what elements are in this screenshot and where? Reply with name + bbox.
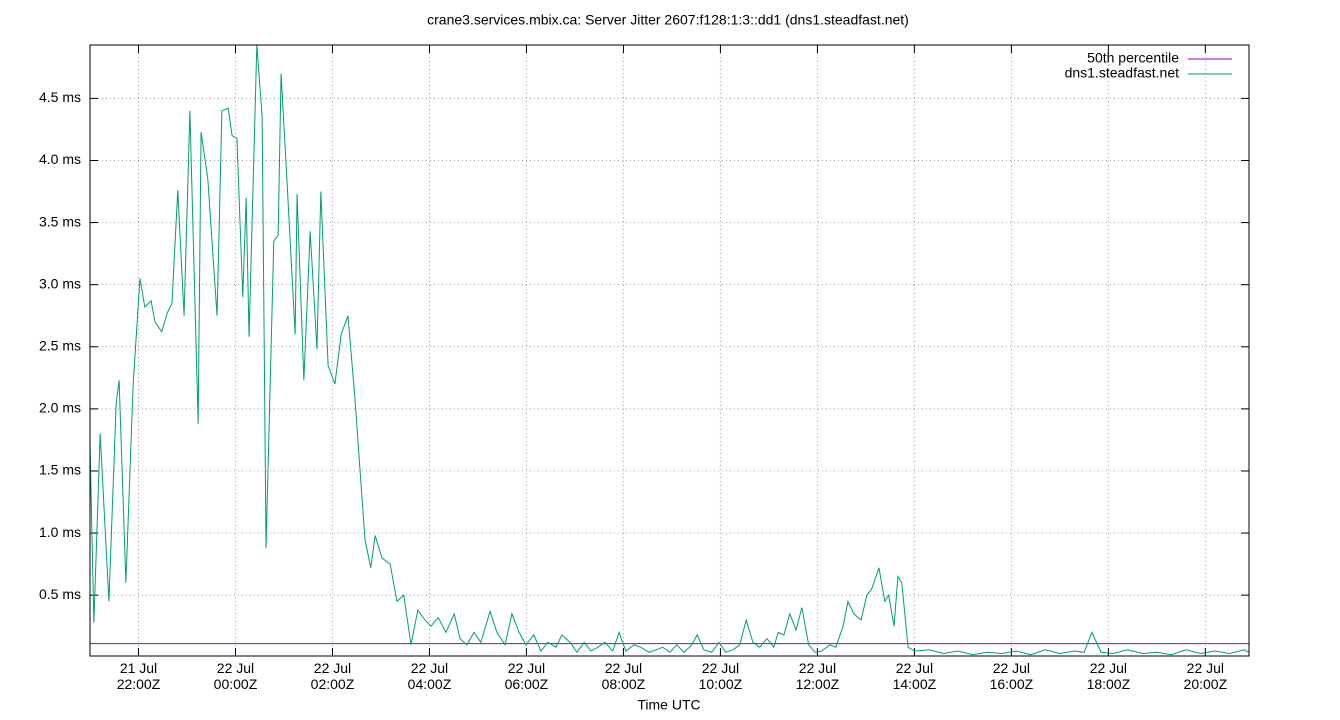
legend-label: 50th percentile <box>1087 50 1179 66</box>
y-tick-label: 2.0 ms <box>39 400 81 416</box>
x-axis-label: Time UTC <box>637 697 700 713</box>
y-tick-label: 1.0 ms <box>39 524 81 540</box>
x-tick-label: 22 Jul 06:00Z <box>505 660 549 692</box>
x-tick-label: 22 Jul 12:00Z <box>796 660 840 692</box>
legend-label: dns1.steadfast.net <box>1065 65 1180 81</box>
x-tick-label: 22 Jul 04:00Z <box>408 660 452 692</box>
x-tick-label: 22 Jul 18:00Z <box>1087 660 1131 692</box>
y-tick-label: 3.0 ms <box>39 275 81 291</box>
y-tick-label: 2.5 ms <box>39 337 81 353</box>
x-tick-label: 22 Jul 00:00Z <box>214 660 258 692</box>
x-tick-label: 22 Jul 14:00Z <box>893 660 937 692</box>
x-tick-label: 22 Jul 10:00Z <box>699 660 743 692</box>
y-tick-label: 1.5 ms <box>39 462 81 478</box>
x-tick-label: 22 Jul 16:00Z <box>990 660 1034 692</box>
y-tick-label: 0.5 ms <box>39 586 81 602</box>
y-tick-label: 3.5 ms <box>39 213 81 229</box>
x-tick-label: 22 Jul 20:00Z <box>1184 660 1228 692</box>
data-line <box>89 44 1250 656</box>
chart-title: crane3.services.mbix.ca: Server Jitter 2… <box>427 12 909 28</box>
y-tick-label: 4.0 ms <box>39 151 81 167</box>
plot-frame <box>89 44 1250 657</box>
x-tick-label: 21 Jul 22:00Z <box>117 660 161 692</box>
y-tick-label: 4.5 ms <box>39 89 81 105</box>
x-tick-label: 22 Jul 08:00Z <box>602 660 646 692</box>
x-tick-label: 22 Jul 02:00Z <box>311 660 355 692</box>
